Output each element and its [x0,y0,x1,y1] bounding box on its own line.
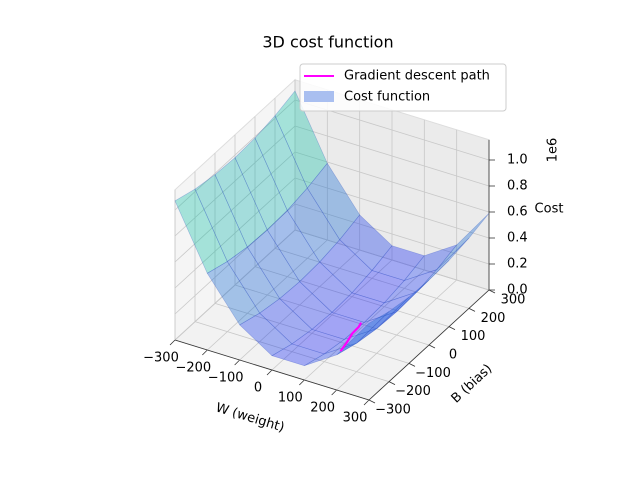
surface-patch [291,329,345,355]
grid-line [294,177,490,239]
descent-path [339,322,363,352]
surface-patch [383,269,438,304]
y-tick-label: 0 [449,348,457,363]
surface-patch [259,298,313,345]
surface-patch [271,343,326,367]
tick-mark [488,289,496,294]
surface-patch [246,229,301,300]
tick-mark [363,399,370,406]
surface-patch [226,246,281,314]
surface-patch [274,90,328,189]
surface-patch [254,115,308,211]
surface-patch [396,260,450,312]
z-offset-label: 1e6 [546,138,561,163]
surface-patch [214,157,268,248]
x-axis-label: W (weight) [214,400,286,435]
grid-line [174,203,296,315]
surface-patch [356,296,410,344]
x-tick-label: 200 [310,401,335,416]
grid-line [174,151,296,263]
z-tick-label: 0.6 [507,205,528,220]
grid-line [294,151,490,213]
grid-line [294,125,490,187]
x-tick-label: 100 [278,391,303,406]
surface-patch [286,187,341,263]
surface-patch [416,237,470,293]
grid-line [174,229,296,341]
tick-mark [331,389,337,396]
surface-patch [351,270,405,304]
grid-line [234,284,430,346]
x-tick-label: 0 [254,381,262,396]
z-tick-label: 0.8 [507,179,528,194]
x-tick-label: −300 [143,351,179,366]
tick-mark [408,362,416,367]
y-axis-label: B (bias) [449,362,496,407]
surface-patch [331,292,385,323]
surface-patch [239,312,293,357]
grid-line [194,321,390,383]
tick-mark [388,381,396,386]
z-axis-label: Cost [535,202,564,217]
y-tick-label: 300 [501,293,526,308]
z-tick-label: 0.4 [507,231,528,246]
surface-patch [304,342,357,366]
surface-patch [311,312,365,340]
surface-patch [403,244,458,282]
grid-line [294,229,490,291]
surface-patch [234,137,288,231]
legend-label: Cost function [344,90,430,105]
legend-label: Gradient descent path [344,69,490,84]
legend-swatch [304,91,334,102]
surface-patch [336,311,390,356]
y-axis [368,289,490,401]
y-tick-label: −100 [415,366,451,381]
tick-mark [169,339,176,346]
grid-line [274,247,470,309]
surface-patch [174,188,228,274]
x-tick-label: −100 [208,371,244,386]
surface-patch [206,261,261,326]
x-tick-label: −200 [175,361,211,376]
surface-patch [319,239,373,294]
x-tick-label: 300 [343,411,368,426]
z-tick-label: 0.0 [507,283,528,298]
surface-patch [306,162,361,241]
grid-line [174,177,296,289]
tick-mark [428,344,436,349]
tick-mark [368,399,376,404]
tick-mark [468,307,476,312]
tick-mark [266,369,273,376]
grid-line [294,203,490,265]
tick-mark [234,359,240,366]
grid-line [254,266,450,328]
z-tick-label: 0.2 [507,257,528,272]
grid-line [214,302,410,364]
surface-patch [194,174,248,262]
surface-patch [299,261,353,313]
y-tick-label: 100 [461,329,486,344]
surface-patch [279,281,333,330]
surface-patch [364,291,417,323]
tick-mark [299,379,305,386]
surface-patch [376,279,430,329]
tick-mark [448,326,456,331]
x-axis [174,339,370,401]
z-tick-label: 1.0 [507,153,528,168]
surface-patch [436,213,490,270]
tick-mark [202,349,208,356]
surface-patch [339,214,393,271]
chart-title: 3D cost function [262,33,393,52]
grid-line [174,125,296,237]
surface-patch [324,328,377,355]
grid-line [174,99,296,211]
surface-patch [266,209,321,283]
y-tick-label: 200 [481,311,506,326]
y-tick-label: −200 [395,384,431,399]
surface-patch [371,245,425,281]
legend-box [299,63,507,112]
y-tick-label: −300 [375,403,411,418]
